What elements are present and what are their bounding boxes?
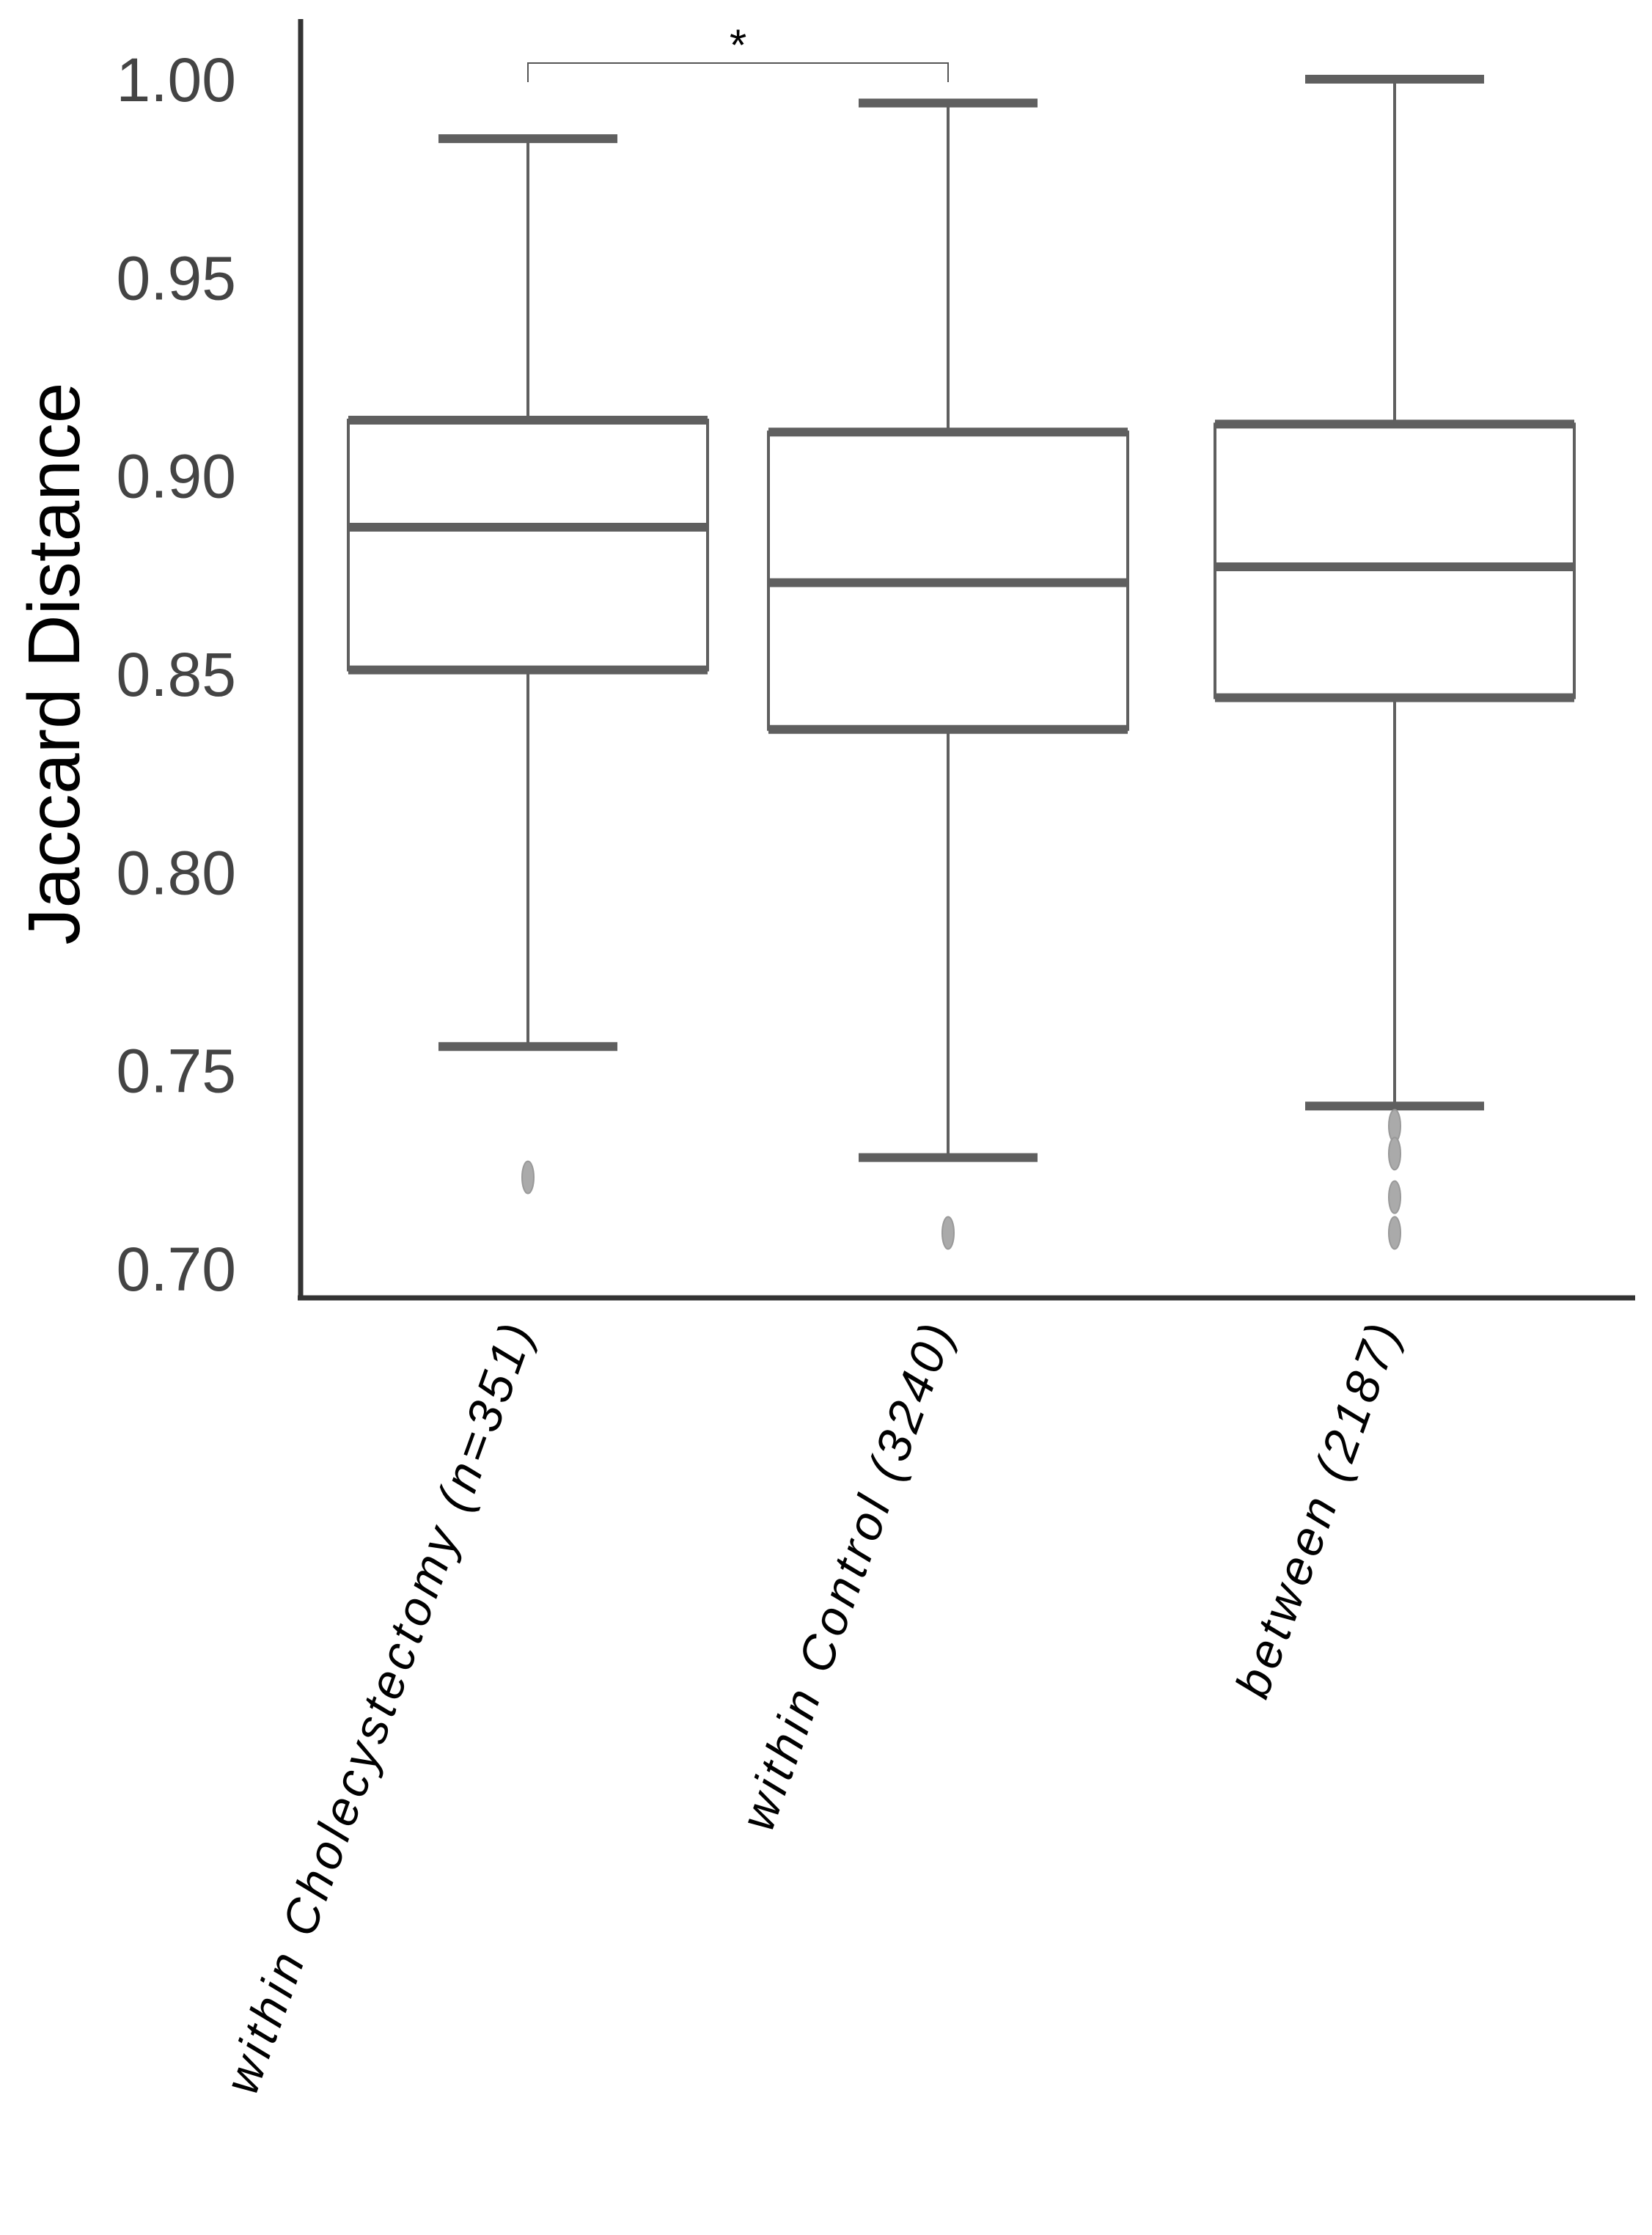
box-group <box>347 134 709 1194</box>
y-tick-label: 0.80 <box>117 838 237 907</box>
y-tick-label: 0.75 <box>117 1037 237 1106</box>
outlier-point <box>1388 1216 1401 1250</box>
significance-bracket: * <box>527 21 949 82</box>
y-axis-ticks: 0.70 0.75 0.80 0.85 0.90 0.95 1.00 <box>117 45 237 1304</box>
outlier-point <box>521 1160 535 1194</box>
bracket-line <box>527 62 949 82</box>
box-series <box>347 75 1576 1250</box>
iqr-box <box>1214 422 1576 700</box>
outlier-point <box>1388 1137 1401 1171</box>
x-category-label: within Cholecystectomy (n=351) <box>213 1312 545 2100</box>
y-tick-label: 0.70 <box>117 1235 237 1304</box>
x-category-label: between (2187) <box>1225 1312 1411 1704</box>
significance-label: * <box>730 21 746 70</box>
y-axis-title: Jaccard Distance <box>13 383 95 945</box>
y-tick-label: 0.90 <box>117 442 237 511</box>
x-axis-labels: within Cholecystectomy (n=351) within Con… <box>213 1312 1411 2100</box>
y-tick-label: 1.00 <box>117 45 237 114</box>
x-category-label: within Control (3240) <box>730 1312 965 1837</box>
y-tick-label: 0.85 <box>117 640 237 709</box>
box-group <box>1214 75 1576 1250</box>
iqr-box <box>347 418 709 672</box>
y-tick-label: 0.95 <box>117 243 237 312</box>
outlier-point <box>941 1216 955 1250</box>
outlier-point <box>1388 1180 1401 1214</box>
box-group <box>767 98 1129 1250</box>
